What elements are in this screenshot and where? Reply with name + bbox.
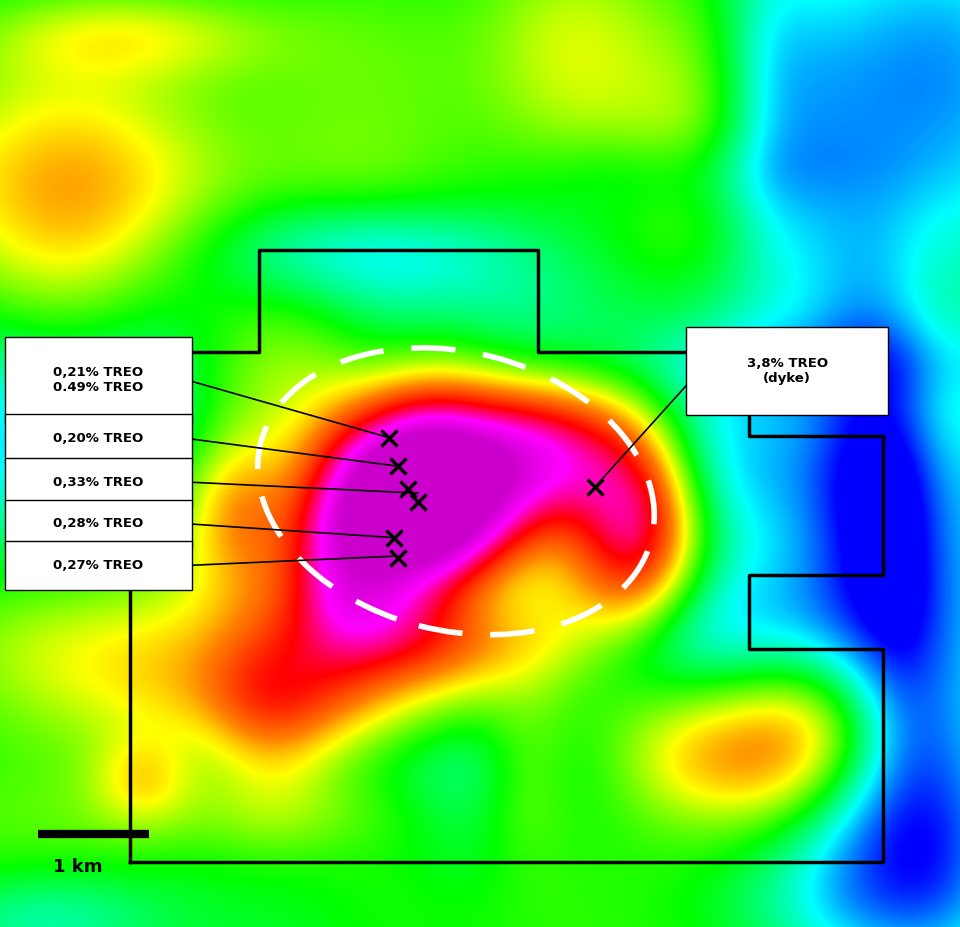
- Text: 0,20% TREO: 0,20% TREO: [53, 432, 144, 445]
- Text: 0,21% TREO
0.49% TREO: 0,21% TREO 0.49% TREO: [53, 366, 144, 394]
- FancyBboxPatch shape: [5, 414, 192, 463]
- FancyBboxPatch shape: [5, 337, 192, 424]
- Text: 3,8% TREO
(dyke): 3,8% TREO (dyke): [747, 357, 828, 385]
- Text: 0,28% TREO: 0,28% TREO: [53, 517, 144, 530]
- FancyBboxPatch shape: [5, 500, 192, 548]
- FancyBboxPatch shape: [5, 541, 192, 590]
- Text: 1 km: 1 km: [53, 857, 103, 876]
- FancyBboxPatch shape: [686, 327, 888, 415]
- FancyBboxPatch shape: [5, 458, 192, 506]
- Text: 0,33% TREO: 0,33% TREO: [53, 476, 144, 489]
- Text: 0,27% TREO: 0,27% TREO: [54, 559, 143, 572]
